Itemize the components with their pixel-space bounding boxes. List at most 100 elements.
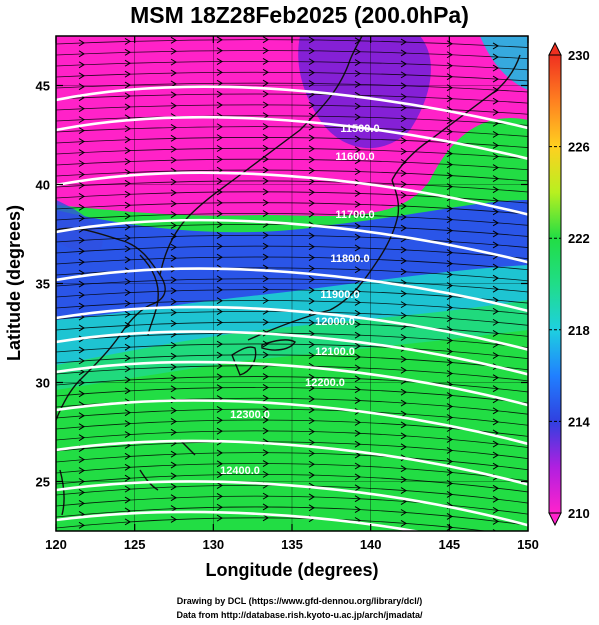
wind-arrowhead — [400, 366, 407, 374]
wind-arrowhead — [170, 145, 177, 153]
wind-arrowhead — [354, 364, 361, 372]
wind-arrowhead — [216, 471, 223, 479]
wind-arrowhead — [492, 352, 499, 359]
wind-arrowhead — [308, 265, 315, 272]
credit-data: Data from http://database.rish.kyoto-u.a… — [176, 610, 423, 620]
colorbar-max-arrow — [548, 41, 562, 56]
wind-arrowhead — [262, 318, 269, 326]
wind-arrowhead — [78, 116, 85, 124]
wind-arrowhead — [262, 199, 269, 207]
wind-arrowhead — [262, 297, 269, 304]
wind-arrowhead — [124, 310, 131, 318]
wind-arrowhead — [446, 304, 453, 312]
wind-arrowhead — [262, 57, 269, 65]
wind-arrowhead — [170, 352, 177, 360]
wind-arrowhead — [400, 38, 407, 46]
wind-arrowhead — [170, 91, 177, 99]
wind-arrowhead — [400, 257, 407, 265]
wind-arrowhead — [170, 211, 177, 219]
wind-arrowhead — [492, 230, 499, 238]
wind-arrowhead — [124, 234, 131, 242]
wind-arrowhead — [262, 123, 269, 131]
wind-arrowhead — [308, 188, 315, 196]
x-tick-label: 130 — [202, 537, 224, 552]
wind-arrowhead — [78, 258, 85, 266]
wind-arrowhead — [78, 39, 85, 47]
wind-arrowhead — [216, 58, 223, 65]
wind-arrowhead — [308, 471, 315, 479]
wind-arrowhead — [308, 101, 315, 109]
wind-arrowhead — [170, 200, 177, 208]
wind-arrowhead — [308, 417, 315, 425]
wind-arrowhead — [308, 145, 315, 153]
wind-arrowhead — [308, 341, 315, 349]
wind-arrowhead — [400, 82, 407, 90]
wind-arrowhead — [78, 236, 85, 244]
wind-arrowhead — [170, 418, 177, 425]
wind-arrowhead — [262, 503, 269, 511]
wind-arrowhead — [262, 210, 269, 217]
wind-arrowhead — [446, 271, 453, 279]
wind-arrowhead — [354, 397, 361, 405]
wind-arrowhead — [78, 302, 85, 310]
wind-arrowhead — [354, 266, 361, 274]
wind-arrowhead — [170, 428, 177, 436]
wind-arrowhead — [446, 172, 453, 180]
x-axis: 120 125 130 135 140 145 150 — [45, 36, 539, 552]
contour-label: 11700.0 — [335, 209, 374, 221]
wind-arrowhead — [492, 130, 499, 138]
x-tick-label: 125 — [124, 537, 146, 552]
wind-arrowhead — [216, 90, 223, 98]
wind-arrowhead — [400, 224, 407, 232]
wind-arrowhead — [492, 484, 499, 492]
colorbar-tick-label: 230 — [568, 48, 590, 63]
wind-arrowhead — [124, 125, 131, 133]
wind-arrowhead — [170, 189, 177, 197]
wind-arrowhead — [400, 137, 407, 144]
wind-arrowhead — [354, 429, 361, 437]
wind-arrowhead — [78, 192, 85, 200]
wind-arrowhead — [262, 79, 269, 87]
height-contour — [56, 439, 528, 486]
wind-arrowhead — [354, 418, 361, 426]
height-contour — [56, 510, 422, 531]
wind-arrowhead — [78, 138, 85, 145]
wind-arrowhead — [492, 53, 499, 61]
wind-arrowhead — [492, 506, 499, 514]
contour-label: 11800.0 — [330, 253, 369, 265]
x-tick-label: 145 — [438, 537, 460, 552]
wind-arrowhead — [492, 418, 499, 426]
wind-arrowhead — [354, 190, 361, 197]
wind-arrowhead — [400, 202, 407, 210]
height-contour — [56, 267, 528, 313]
wind-arrowhead — [308, 286, 315, 294]
wind-arrowhead — [216, 351, 223, 359]
wind-arrowhead — [124, 245, 131, 253]
wind-arrowhead — [354, 495, 361, 503]
wind-arrowhead — [170, 298, 177, 306]
wind-arrowhead — [262, 416, 269, 424]
wind-arrowhead — [492, 42, 499, 50]
contour-label: 12400.0 — [220, 465, 260, 477]
coast-korea-peninsula — [139, 254, 159, 336]
wind-arrowhead — [308, 199, 315, 207]
wind-arrowhead — [492, 241, 499, 249]
wind-arrowhead — [262, 492, 269, 500]
wind-arrowhead — [216, 253, 223, 261]
wind-arrowhead — [400, 148, 407, 155]
wind-arrowhead — [170, 516, 177, 523]
colorbar-tick-label: 214 — [568, 414, 590, 429]
wind-arrowhead — [492, 197, 499, 205]
wind-arrowhead — [400, 104, 407, 112]
wind-arrowhead — [400, 213, 407, 221]
wind-arrowhead — [78, 247, 85, 255]
height-contour — [56, 480, 528, 527]
wind-arrowhead — [124, 485, 131, 493]
contour-label: 12300.0 — [230, 409, 270, 421]
wind-arrowhead — [262, 286, 269, 294]
wind-arrowhead — [170, 320, 177, 327]
wind-arrowhead — [170, 505, 177, 513]
wind-arrowhead — [308, 460, 315, 468]
contour-label: 11600.0 — [335, 151, 374, 163]
wind-arrowhead — [354, 233, 361, 241]
